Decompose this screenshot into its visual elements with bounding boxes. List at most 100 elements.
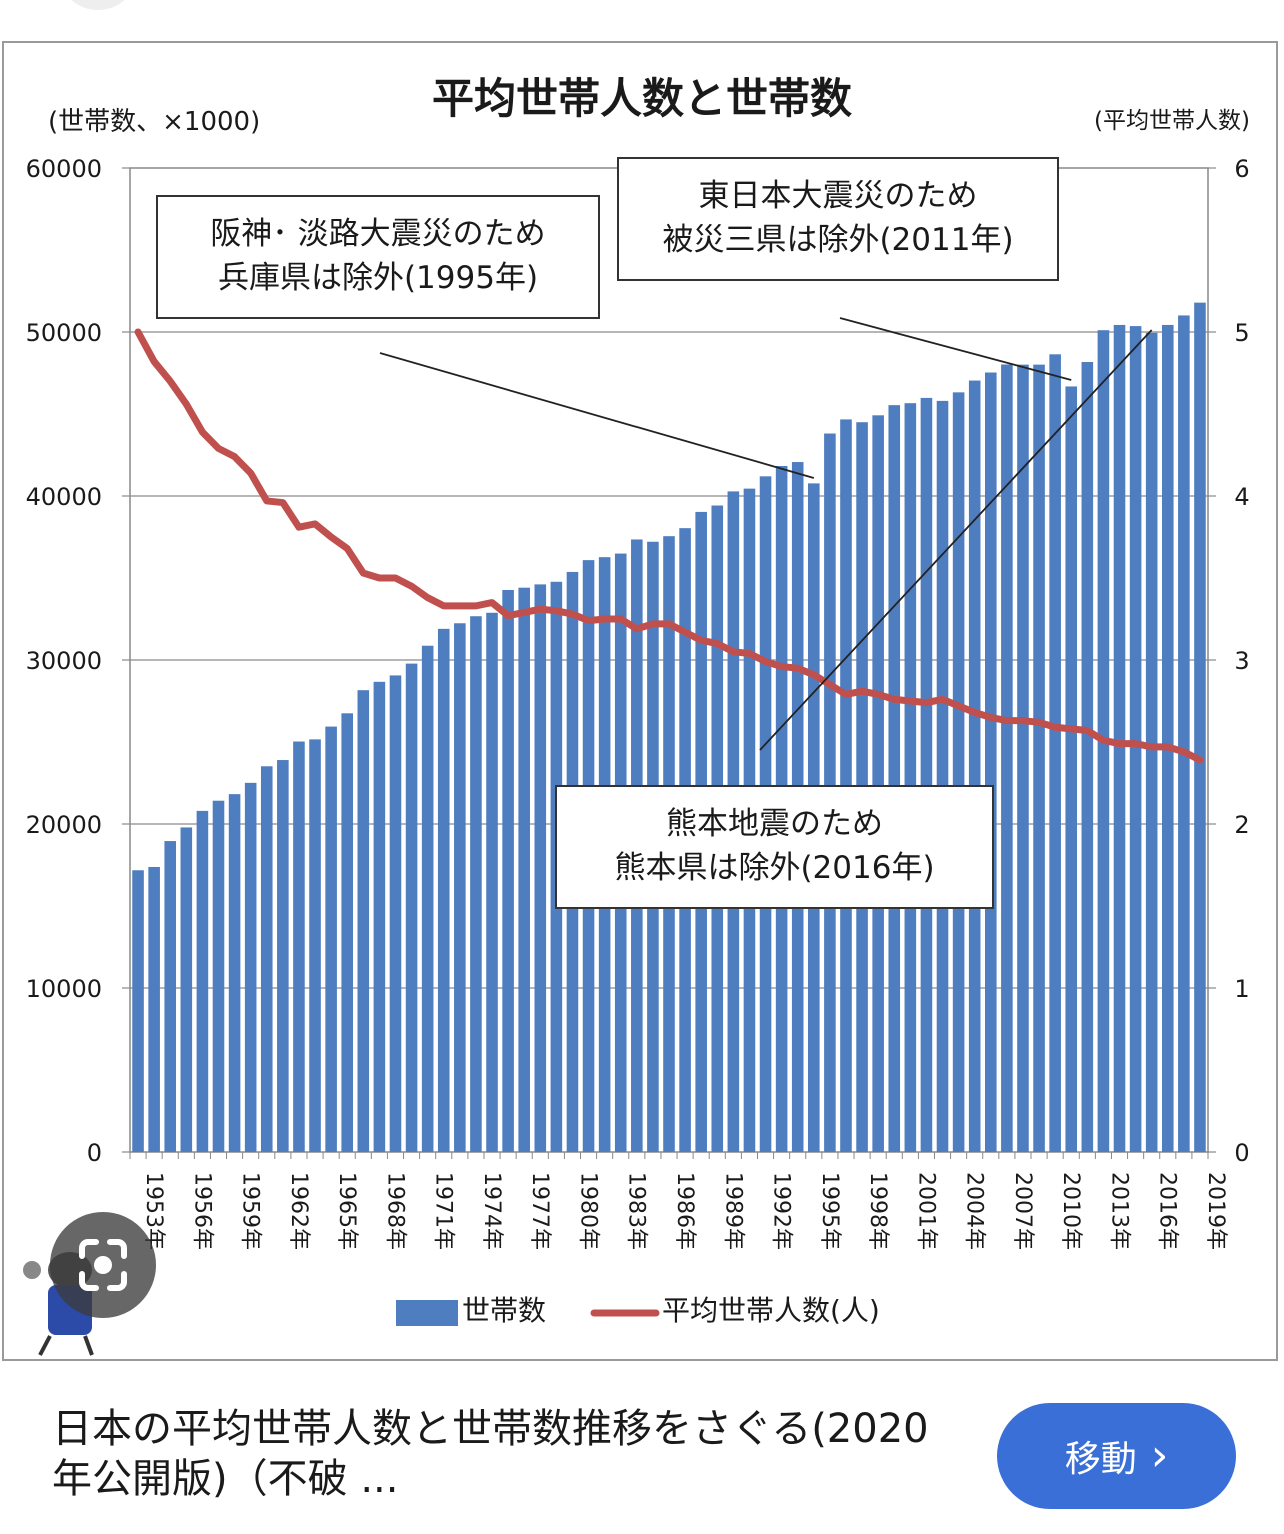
legend-swatch-bar xyxy=(396,1300,458,1326)
go-button[interactable]: 移動 › xyxy=(997,1403,1236,1509)
bar xyxy=(1033,364,1045,1152)
bar xyxy=(277,760,289,1152)
x-tick-label: 1980年 xyxy=(575,1172,600,1250)
bar xyxy=(373,681,386,1152)
x-tick-label: 2004年 xyxy=(962,1172,987,1250)
bar xyxy=(1001,364,1013,1152)
bar xyxy=(309,739,321,1152)
y-right-tick-label: 3 xyxy=(1234,647,1249,675)
x-tick-label: 1974年 xyxy=(479,1172,504,1250)
top-circle-decoration xyxy=(60,0,136,10)
x-tick-label: 2001年 xyxy=(913,1172,938,1250)
y-right-tick-label: 6 xyxy=(1234,155,1249,183)
y-right-tick-label: 1 xyxy=(1234,975,1249,1003)
bar xyxy=(968,380,981,1152)
y-left-tick-label: 40000 xyxy=(26,483,102,511)
bar xyxy=(1194,302,1206,1152)
google-lens-icon xyxy=(79,1239,127,1291)
x-tick-label: 1971年 xyxy=(431,1172,456,1250)
bar xyxy=(293,741,305,1152)
bar xyxy=(454,623,466,1152)
y-left-tick-label: 50000 xyxy=(26,319,102,347)
annotation-leader-line xyxy=(759,329,1153,751)
x-tick-label: 2010年 xyxy=(1058,1172,1083,1250)
x-tick-label: 1962年 xyxy=(286,1172,311,1250)
go-button-label: 移動 xyxy=(1064,1439,1137,1480)
annotation-text: 熊本県は除外(2016年) xyxy=(614,850,934,886)
bar xyxy=(180,827,193,1152)
legend-label-bar: 世帯数 xyxy=(462,1294,546,1327)
x-tick-label: 1992年 xyxy=(769,1172,794,1250)
annotation-text: 東日本大震災のため xyxy=(699,178,978,214)
x-tick-label: 1968年 xyxy=(382,1172,407,1250)
bar xyxy=(1113,324,1126,1152)
bar xyxy=(518,587,530,1152)
annotation-text: 熊本地震のため xyxy=(666,806,883,842)
bar xyxy=(148,866,160,1152)
line-series-avg-household xyxy=(134,328,1204,764)
x-tick-label: 1989年 xyxy=(720,1172,745,1250)
y-left-tick-label: 60000 xyxy=(26,155,102,183)
bar xyxy=(260,766,273,1152)
bar xyxy=(405,663,418,1152)
legend-label-line: 平均世帯人数(人) xyxy=(662,1294,880,1327)
y-right-tick-label: 4 xyxy=(1234,483,1249,511)
y-right-axis-title: (平均世帯人数) xyxy=(1094,108,1250,134)
y-left-tick-label: 10000 xyxy=(26,975,102,1003)
chart-svg: 60000 6 50000 5 40000 4 30000 3 20000 2 10000 1 0 0 19… xyxy=(26,74,1250,1327)
bar xyxy=(357,690,370,1152)
y-left-axis-title: (世帯数、×1000) xyxy=(48,107,260,137)
bar xyxy=(341,713,354,1152)
annotation-box xyxy=(617,157,1059,281)
bar xyxy=(164,841,177,1152)
y-right-tick-label: 0 xyxy=(1234,1139,1249,1167)
bar xyxy=(534,584,547,1152)
x-tick-label: 2016年 xyxy=(1155,1172,1180,1250)
bar xyxy=(502,589,514,1152)
bar xyxy=(196,810,209,1152)
result-caption[interactable]: 日本の平均世帯人数と世帯数推移をさぐる(2020年公開版)（不破 ... xyxy=(52,1406,929,1502)
x-tick-label: 1998年 xyxy=(865,1172,890,1250)
x-tick-label: 1986年 xyxy=(672,1172,697,1250)
x-tick-label: 2019年 xyxy=(1203,1172,1228,1250)
chevron-right-icon: › xyxy=(1150,1430,1169,1481)
y-left-tick-label: 0 xyxy=(87,1139,102,1167)
bar xyxy=(1145,332,1158,1152)
bar xyxy=(1178,315,1190,1152)
annotation-leader-line xyxy=(379,352,815,479)
x-tick-label: 2013年 xyxy=(1106,1172,1131,1250)
annotation-text: 阪神･ 淡路大震災のため xyxy=(210,216,545,252)
annotation-box xyxy=(555,785,994,909)
google-lens-button[interactable] xyxy=(50,1212,156,1318)
y-right-tick-label: 2 xyxy=(1234,811,1249,839)
bar xyxy=(132,870,144,1152)
x-tick-label: 1959年 xyxy=(238,1172,263,1250)
y-left-tick-label: 30000 xyxy=(26,647,102,675)
annotation-leader-line xyxy=(839,317,1072,381)
x-tick-label: 2007年 xyxy=(1010,1172,1035,1250)
bar xyxy=(904,403,917,1152)
annotation-text: 被災三県は除外(2011年) xyxy=(662,222,1013,258)
x-tick-label: 1995年 xyxy=(817,1172,842,1250)
x-tick-label: 1956年 xyxy=(189,1172,214,1250)
bar xyxy=(1065,386,1078,1152)
annotation-box xyxy=(156,195,600,319)
bar xyxy=(421,645,434,1152)
bar xyxy=(325,726,337,1152)
bar xyxy=(389,675,402,1152)
bar xyxy=(228,794,241,1152)
bar xyxy=(470,616,482,1152)
bar xyxy=(1081,362,1094,1153)
bar xyxy=(437,628,450,1152)
bar xyxy=(888,405,901,1152)
bar xyxy=(486,612,498,1152)
x-tick-label: 1983年 xyxy=(624,1172,649,1250)
bar xyxy=(244,782,257,1152)
bar xyxy=(1049,354,1061,1153)
y-right-tick-label: 5 xyxy=(1234,319,1249,347)
x-tick-label: 1977年 xyxy=(527,1172,552,1250)
x-tick-label: 1965年 xyxy=(334,1172,359,1250)
annotation-text: 兵庫県は除外(1995年) xyxy=(218,260,538,296)
chart-title: 平均世帯人数と世帯数 xyxy=(432,74,852,123)
bar xyxy=(212,800,225,1152)
